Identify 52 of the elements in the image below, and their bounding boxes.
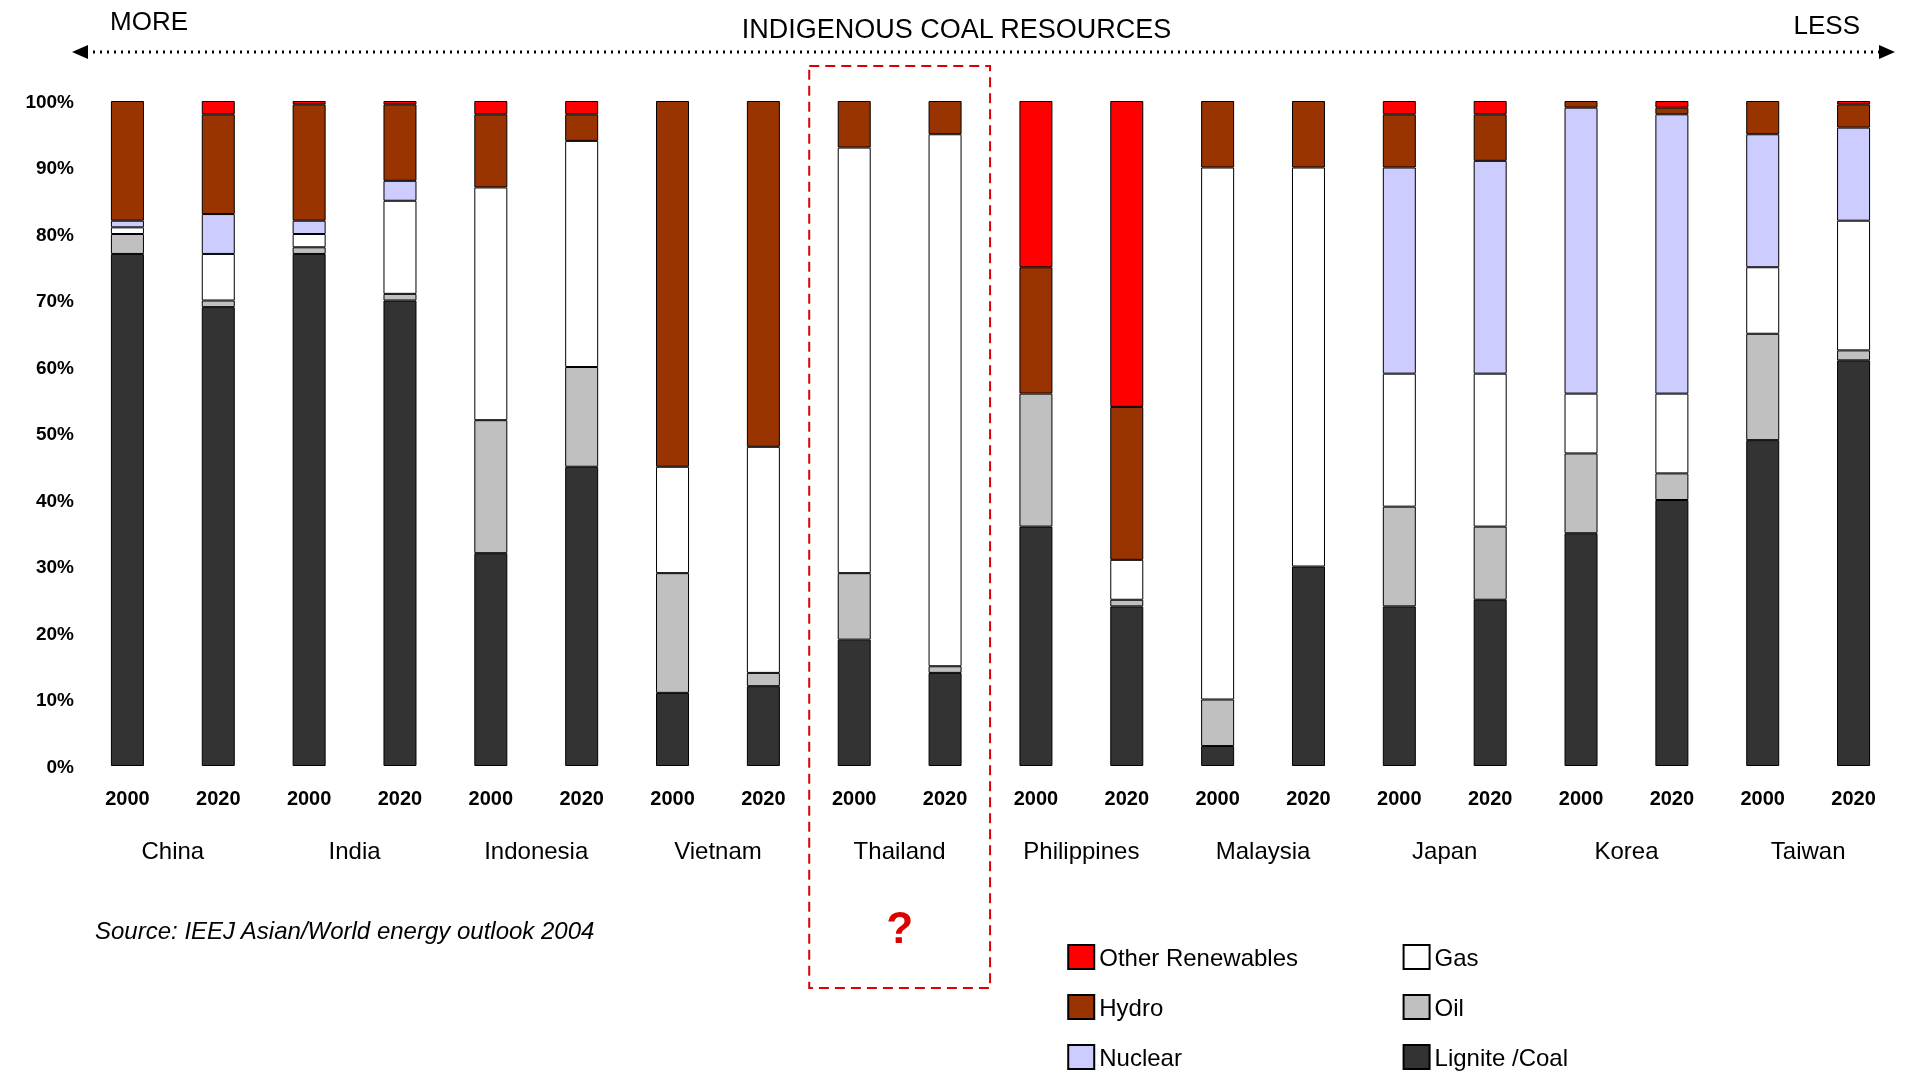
text: Thailand — [853, 836, 946, 864]
x-tick-label: 2000 — [1195, 787, 1240, 809]
x-tick-label: 2000 — [286, 787, 332, 809]
y-tick-label: 40% — [35, 489, 75, 511]
text: LESS — [1793, 10, 1860, 40]
legend-label: Nuclear — [1099, 1043, 1182, 1071]
text: Korea — [1594, 836, 1660, 864]
x-tick-label: 2020 — [1104, 787, 1150, 809]
text: Indonesia — [484, 836, 589, 864]
y-tick-label: 0% — [46, 755, 75, 777]
text: Malaysia — [1215, 836, 1312, 864]
x-tick-label: 2020 — [1831, 787, 1876, 809]
x-tick-label: 2020 — [196, 787, 241, 809]
y-tick-label: 60% — [35, 356, 75, 378]
text: Japan — [1412, 836, 1478, 864]
x-tick-label: 2020 — [1649, 787, 1695, 809]
x-tick-label: 2000 — [105, 787, 150, 809]
text: India — [328, 836, 382, 864]
y-tick-label: 70% — [35, 290, 75, 311]
x-tick-label: 2000 — [468, 787, 514, 809]
legend-label: Lignite /Coal — [1434, 1043, 1568, 1071]
x-tick-label: 2000 — [1740, 787, 1785, 809]
x-tick-label: 2000 — [650, 787, 695, 809]
x-tick-label: 2000 — [831, 787, 877, 809]
y-tick-label: 10% — [35, 689, 75, 710]
legend-label: Gas — [1434, 943, 1479, 971]
x-tick-label: 2020 — [1286, 787, 1331, 809]
y-tick-label: 20% — [35, 622, 75, 644]
x-tick-label: 2020 — [1467, 787, 1513, 809]
x-tick-label: 2000 — [1013, 787, 1059, 809]
y-tick-label: 100% — [25, 90, 75, 112]
text: Taiwan — [1770, 836, 1846, 864]
x-tick-label: 2020 — [377, 787, 423, 809]
legend-label: Hydro — [1099, 993, 1164, 1021]
x-tick-label: 2020 — [922, 787, 968, 809]
chart-title: INDIGENOUS COAL RESOURCES — [741, 13, 1172, 44]
text: ? — [886, 902, 914, 952]
x-tick-label: 2000 — [1377, 787, 1422, 809]
text: China — [141, 836, 205, 864]
source-note: Source: IEEJ Asian/World energy outlook 2004 — [95, 916, 595, 944]
text: MORE — [110, 6, 188, 36]
text: Vietnam — [674, 836, 762, 864]
x-tick-label: 2020 — [559, 787, 604, 809]
legend-label: Oil — [1434, 993, 1464, 1021]
y-tick-label: 50% — [35, 423, 75, 444]
text: Philippines — [1023, 836, 1140, 864]
x-tick-label: 2020 — [741, 787, 786, 809]
x-tick-label: 2000 — [1558, 787, 1604, 809]
y-tick-label: 90% — [35, 157, 75, 178]
y-tick-label: 80% — [35, 223, 75, 245]
y-tick-label: 30% — [35, 556, 75, 577]
legend-label: Other Renewables — [1099, 943, 1299, 971]
